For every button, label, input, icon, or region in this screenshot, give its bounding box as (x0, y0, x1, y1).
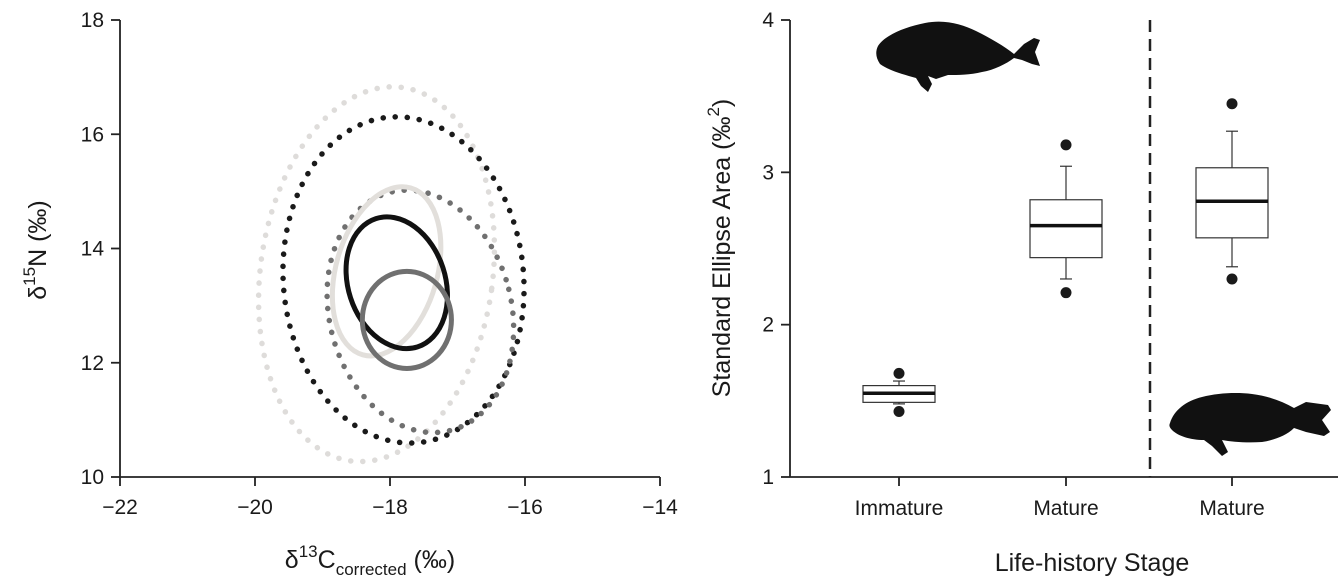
y-tick-label: 12 (81, 352, 104, 375)
x-tick-label: −14 (642, 496, 678, 519)
outlier-point (1226, 98, 1238, 110)
x-axis-label: Life-history Stage (995, 549, 1190, 577)
y-tick-label: 16 (81, 123, 104, 146)
outlier-point (1226, 273, 1238, 285)
box-plot: 1 2 3 4 Immature Mature Mature Life-history St… (704, 9, 1338, 577)
category-label: Immature (855, 497, 944, 520)
credible-ellipse (255, 84, 498, 465)
x-axis-label: δ13Ccorrected (‰) (285, 542, 455, 579)
ellipse-plot-axes: −22 −20 −18 −16 −14 10 12 14 16 18 (81, 9, 678, 519)
credible-ellipse (280, 114, 527, 446)
box-group (862, 367, 936, 417)
outlier-point (1060, 139, 1072, 151)
credible-ellipse (324, 187, 517, 436)
x-tick-label: −18 (372, 496, 408, 519)
category-label: Mature (1199, 497, 1264, 520)
y-tick-label: 3 (762, 161, 774, 184)
standard-ellipse (329, 184, 444, 359)
outlier-point (893, 367, 905, 379)
category-label: Mature (1033, 497, 1098, 520)
silhouette-layer (876, 21, 1331, 456)
fish-silhouette-icon (876, 21, 1040, 92)
y-tick-label: 4 (762, 9, 774, 32)
y-axis-label: δ15N (‰) (20, 200, 52, 300)
ellipse-layer (255, 84, 527, 465)
y-tick-label: 2 (762, 314, 774, 337)
standard-ellipse (343, 214, 450, 352)
y-tick-label: 10 (81, 466, 104, 489)
box-layer (862, 98, 1269, 417)
box-iqr (1029, 199, 1103, 259)
box-plot-axes: 1 2 3 4 Immature Mature Mature (762, 9, 1338, 520)
y-axis-label: Standard Ellipse Area (‰2) (704, 99, 736, 398)
y-tick-label: 1 (762, 466, 774, 489)
x-tick-label: −16 (507, 496, 543, 519)
outlier-point (1060, 287, 1072, 299)
box-group (1029, 139, 1103, 299)
ellipse-plot: −22 −20 −18 −16 −14 10 12 14 16 18 δ13Ccorrected … (20, 9, 678, 579)
x-tick-label: −22 (102, 496, 138, 519)
standard-ellipse (359, 268, 454, 371)
y-tick-label: 14 (81, 238, 105, 261)
outlier-point (893, 405, 905, 417)
box-group (1195, 98, 1269, 285)
x-tick-label: −20 (237, 496, 273, 519)
fish-silhouette-icon (1169, 393, 1331, 456)
y-tick-label: 18 (81, 9, 104, 32)
